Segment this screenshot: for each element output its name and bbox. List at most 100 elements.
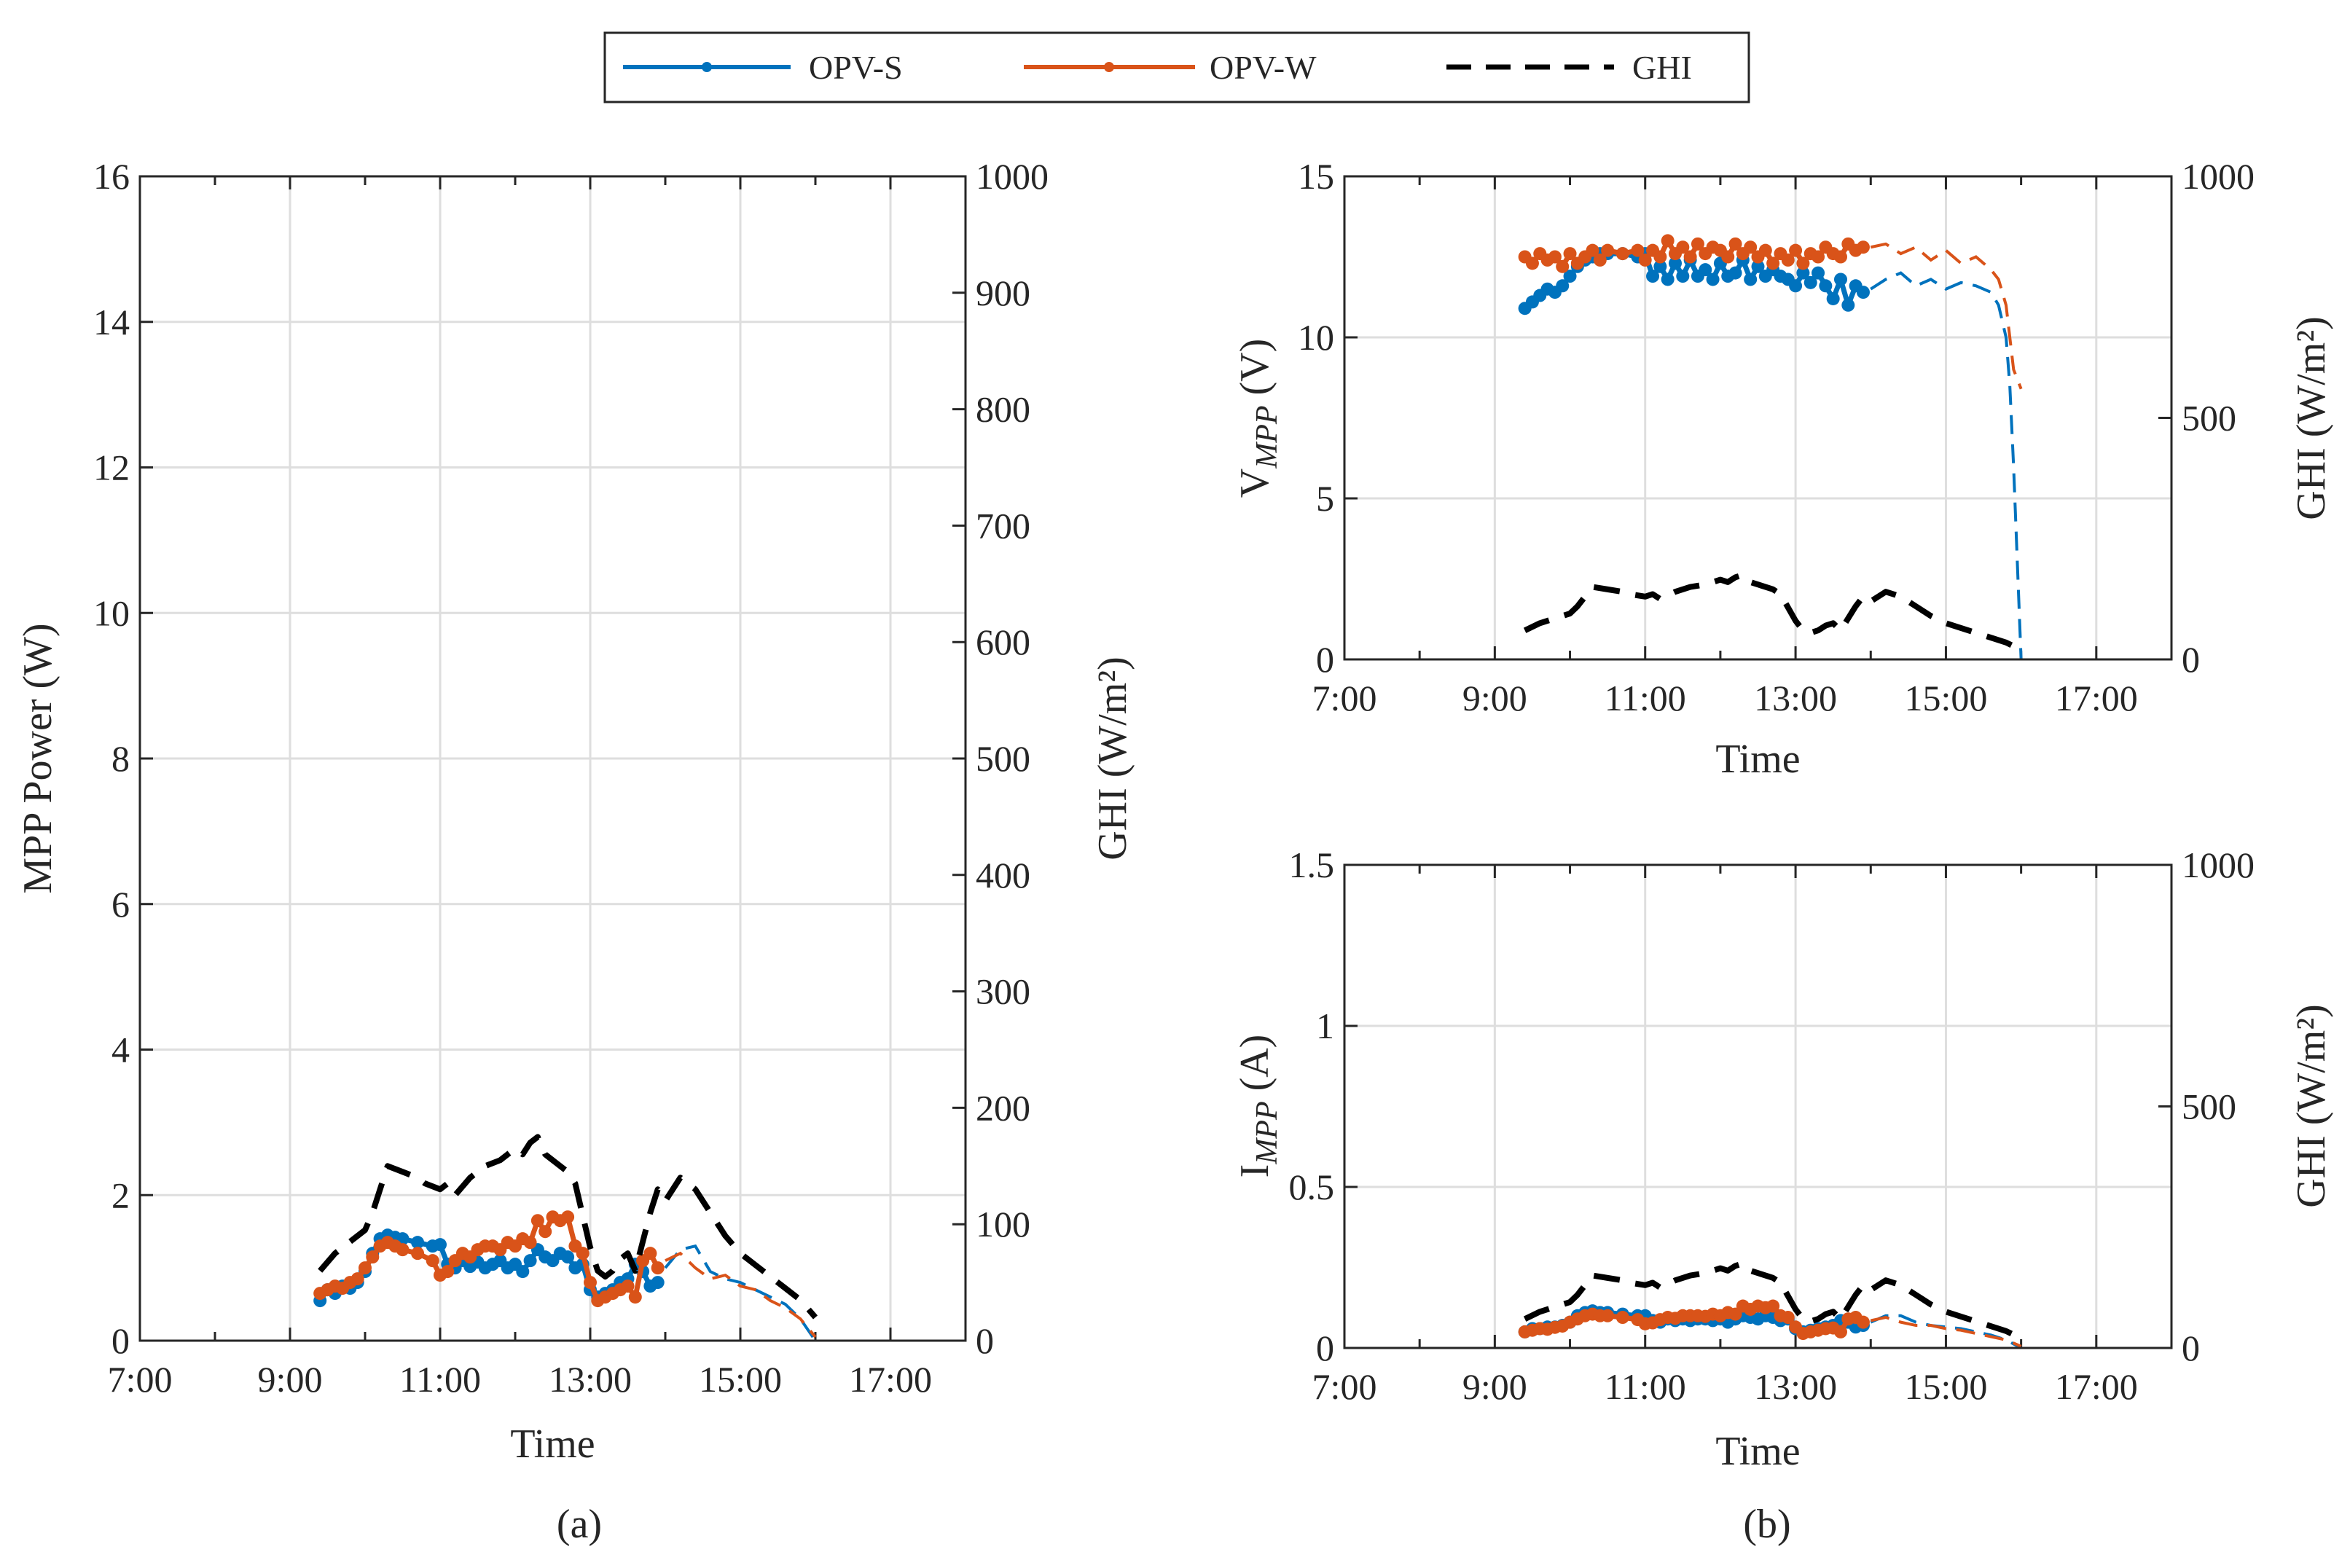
data-point-opv-w [628, 1290, 642, 1304]
data-point-opv-w [561, 1210, 575, 1224]
data-point-opv-w [1638, 253, 1652, 267]
data-point-opv-w [576, 1247, 590, 1261]
data-point-opv-s [1556, 279, 1570, 293]
legend-marker-opv-w [1104, 62, 1114, 72]
data-point-opv-s [1751, 259, 1765, 273]
series-line-ghi [318, 1134, 818, 1320]
data-point-opv-s [1699, 263, 1712, 277]
data-point-opv-s [1676, 270, 1690, 283]
data-point-opv-s [1819, 279, 1833, 293]
data-point-opv-s [1841, 298, 1855, 312]
y2-tick-label: 0 [976, 1320, 994, 1361]
y2-tick-label: 500 [2182, 398, 2236, 439]
y-axis-label: IMPP (A) [1232, 1035, 1284, 1178]
data-point-opv-s [1744, 273, 1758, 286]
y-tick-label: 0.5 [1289, 1167, 1335, 1207]
y-tick-label: 0 [111, 1320, 130, 1361]
data-point-opv-w [1586, 243, 1599, 257]
data-point-opv-w [1631, 243, 1645, 257]
data-point-opv-w [1758, 243, 1772, 257]
data-point-opv-w [1856, 240, 1870, 254]
y-axis-label: VMPP (V) [1232, 339, 1284, 498]
data-point-opv-w [441, 1265, 455, 1279]
x-tick-label: 13:00 [1754, 1366, 1837, 1407]
x-tick-label: 17:00 [2055, 678, 2138, 718]
y-tick-label: 5 [1316, 478, 1334, 519]
x-tick-label: 15:00 [1905, 678, 1988, 718]
chart-panel-a: 7:00 9:00 11:00 13:00 15:00 17:00 0 2 4 6 8 10 12 14 1… [15, 156, 1135, 1467]
y2-tick-label: 0 [2182, 1328, 2200, 1368]
legend-item-opv-s: OPV-S [623, 49, 903, 86]
chart-panel-b-impp: 7:00 9:00 11:00 13:00 15:00 17:00 0 0.5 1 1.5 0 500… [1232, 844, 2334, 1474]
data-point-opv-s [1728, 266, 1742, 280]
data-point-opv-s [411, 1236, 425, 1250]
data-point-opv-w [1615, 1311, 1629, 1325]
data-point-opv-w [523, 1236, 537, 1250]
y2-axis-label: GHI (W/m²) [2289, 1004, 2334, 1208]
y2-tick-label: 0 [2182, 639, 2200, 680]
data-point-opv-s [1669, 256, 1682, 270]
data-point-opv-w [1676, 240, 1690, 254]
data-point-opv-w [1789, 243, 1803, 257]
y2-axis-label: GHI (W/m²) [2289, 316, 2334, 520]
y2-tick-label: 1000 [976, 156, 1049, 197]
caption-b: (b) [1743, 1502, 1790, 1547]
series-dashed-opv-w [1870, 1315, 2022, 1348]
data-point-opv-s [1563, 270, 1577, 283]
x-tick-label: 7:00 [1312, 678, 1377, 718]
x-tick-label: 13:00 [1754, 678, 1837, 718]
data-point-opv-w [1691, 237, 1704, 251]
data-point-opv-w [538, 1225, 552, 1239]
data-point-opv-w [621, 1279, 635, 1293]
x-axis-label: Time [510, 1422, 595, 1467]
series-line-ghi [1523, 571, 2023, 653]
y-tick-label: 1 [1316, 1006, 1334, 1046]
y-tick-label: 15 [1298, 156, 1334, 197]
y2-tick-label: 400 [976, 855, 1030, 895]
y-tick-label: 1.5 [1289, 844, 1335, 885]
y2-tick-label: 100 [976, 1204, 1030, 1244]
x-tick-label: 15:00 [1905, 1366, 1988, 1407]
data-point-opv-w [1728, 237, 1742, 251]
data-point-opv-w [1796, 256, 1810, 270]
x-tick-label: 17:00 [849, 1359, 932, 1400]
data-point-opv-w [396, 1243, 410, 1257]
data-point-opv-s [1812, 266, 1825, 280]
y-tick-label: 16 [93, 156, 130, 197]
data-point-opv-w [1781, 1311, 1795, 1325]
legend-marker-opv-s [702, 62, 712, 72]
x-tick-label: 9:00 [258, 1359, 323, 1400]
y-axis-label: MPP Power (W) [15, 623, 60, 893]
y-tick-label: 0 [1316, 639, 1334, 680]
y2-tick-label: 700 [976, 505, 1030, 546]
x-axis-label: Time [1715, 1429, 1800, 1474]
x-tick-label: 15:00 [699, 1359, 782, 1400]
data-point-opv-s [1661, 273, 1675, 286]
data-point-opv-w [366, 1250, 380, 1264]
data-point-opv-s [1789, 279, 1803, 293]
y-tick-label: 10 [1298, 317, 1334, 358]
data-point-opv-w [1653, 250, 1667, 264]
data-point-opv-w [1601, 1309, 1615, 1322]
x-tick-label: 11:00 [1605, 1366, 1686, 1407]
data-point-opv-w [643, 1247, 657, 1261]
axes-box [1343, 863, 2173, 1349]
legend-label-opv-s: OPV-S [809, 49, 903, 86]
data-point-opv-w [1812, 250, 1825, 264]
data-point-opv-w [1834, 1325, 1847, 1338]
y2-tick-label: 900 [976, 273, 1030, 313]
x-tick-label: 17:00 [2055, 1366, 2138, 1407]
chart-panel-b-vmpp: 7:00 9:00 11:00 13:00 15:00 17:00 0 5 10 15 0 500 10… [1232, 156, 2334, 782]
data-point-opv-w [1615, 247, 1629, 261]
data-point-opv-w [1601, 243, 1615, 257]
y-tick-label: 4 [111, 1030, 130, 1070]
data-point-opv-s [1834, 273, 1847, 286]
caption-a: (a) [557, 1502, 602, 1547]
y2-tick-label: 1000 [2182, 844, 2255, 885]
axes-box [1343, 175, 2173, 661]
data-point-opv-s [434, 1238, 447, 1252]
data-point-opv-w [359, 1261, 372, 1275]
data-point-opv-w [1563, 247, 1577, 261]
data-point-opv-w [1525, 256, 1539, 270]
